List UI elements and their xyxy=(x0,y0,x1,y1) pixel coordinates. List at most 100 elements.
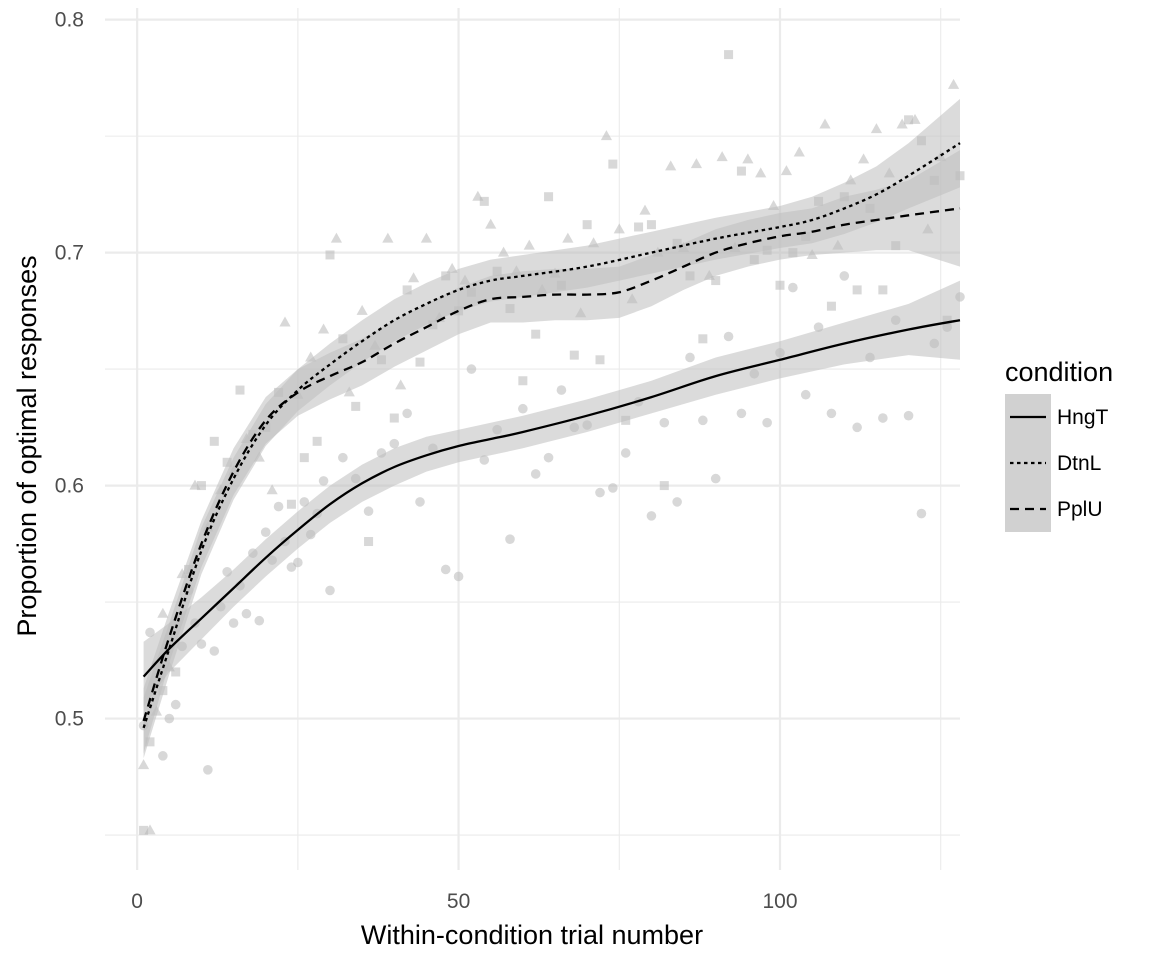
legend-label-DtnL: DtnL xyxy=(1057,452,1101,475)
data-point-DtnL xyxy=(330,232,343,243)
data-point-HngT xyxy=(608,483,618,493)
data-point-DtnL xyxy=(395,379,407,390)
smooth-line-HngT xyxy=(142,319,961,678)
data-point-HngT xyxy=(659,417,670,428)
data-point-PplU xyxy=(904,115,914,125)
data-point-PplU xyxy=(736,166,746,176)
data-point-HngT xyxy=(788,282,798,293)
data-point-PplU xyxy=(325,250,335,260)
data-point-HngT xyxy=(318,476,329,486)
data-point-PplU xyxy=(659,481,669,491)
data-point-DtnL xyxy=(819,118,831,129)
data-point-PplU xyxy=(415,357,425,367)
y-axis-title: Proportion of optimal responses xyxy=(12,255,42,636)
data-point-PplU xyxy=(139,825,149,835)
data-point-HngT xyxy=(620,448,631,458)
data-point-DtnL xyxy=(857,153,870,164)
data-point-PplU xyxy=(826,301,836,311)
data-point-HngT xyxy=(903,410,914,421)
data-point-PplU xyxy=(299,453,309,463)
data-point-PplU xyxy=(364,537,374,547)
data-point-PplU xyxy=(235,385,245,395)
data-point-HngT xyxy=(878,413,888,423)
data-point-DtnL xyxy=(317,323,330,334)
legend: condition HngT DtnL PplU xyxy=(1005,357,1113,532)
data-point-HngT xyxy=(762,417,772,428)
data-point-HngT xyxy=(698,415,708,426)
legend-label-PplU: PplU xyxy=(1057,498,1103,521)
data-point-HngT xyxy=(916,508,927,519)
ribbon-PplU xyxy=(143,150,961,754)
data-point-HngT xyxy=(852,422,862,433)
data-point-HngT xyxy=(389,438,400,449)
data-point-DtnL xyxy=(446,262,458,273)
data-point-HngT xyxy=(723,331,734,342)
data-point-DtnL xyxy=(407,272,420,283)
smooth-line-PplU xyxy=(142,207,961,722)
data-point-DtnL xyxy=(742,153,754,164)
data-point-HngT xyxy=(170,699,181,710)
data-point-HngT xyxy=(556,385,567,395)
data-point-PplU xyxy=(724,50,734,60)
x-tick-label: 0 xyxy=(131,890,143,913)
data-point-PplU xyxy=(196,481,206,491)
data-point-HngT xyxy=(164,713,175,724)
data-point-HngT xyxy=(228,618,239,628)
data-point-DtnL xyxy=(562,232,574,243)
data-point-DtnL xyxy=(947,78,960,89)
data-point-HngT xyxy=(325,585,335,596)
data-point-HngT xyxy=(293,557,303,568)
legend-title: condition xyxy=(1005,357,1113,387)
data-point-HngT xyxy=(440,564,451,575)
x-axis-ticks: 0 50 100 xyxy=(131,890,797,913)
data-point-PplU xyxy=(646,220,656,230)
data-point-DtnL xyxy=(382,232,394,243)
x-axis-title: Within-condition trial number xyxy=(361,920,703,950)
data-point-HngT xyxy=(530,469,541,479)
data-point-PplU xyxy=(171,667,181,677)
data-point-PplU xyxy=(595,355,605,365)
data-point-PplU xyxy=(286,499,296,509)
data-point-HngT xyxy=(254,615,265,626)
data-point-DtnL xyxy=(279,316,291,327)
confidence-ribbons xyxy=(143,98,961,759)
data-point-HngT xyxy=(453,571,464,582)
data-point-HngT xyxy=(145,627,155,638)
data-point-PplU xyxy=(222,457,232,467)
y-tick-label: 0.6 xyxy=(55,475,84,498)
data-point-DtnL xyxy=(639,204,651,215)
data-point-DtnL xyxy=(613,223,625,234)
data-point-DtnL xyxy=(600,130,613,141)
data-point-HngT xyxy=(595,487,605,498)
data-point-PplU xyxy=(544,192,554,202)
data-point-PplU xyxy=(608,159,618,169)
x-tick-label: 100 xyxy=(762,890,797,913)
data-point-DtnL xyxy=(896,118,908,129)
data-point-HngT xyxy=(479,455,490,465)
data-point-HngT xyxy=(260,527,271,537)
data-point-DtnL xyxy=(870,123,883,134)
data-point-PplU xyxy=(775,280,785,290)
data-point-PplU xyxy=(698,334,708,344)
data-point-HngT xyxy=(710,473,721,484)
data-point-HngT xyxy=(158,751,168,761)
y-axis-ticks: 0.5 0.6 0.7 0.8 xyxy=(55,9,84,731)
legend-label-HngT: HngT xyxy=(1057,406,1109,429)
data-point-HngT xyxy=(466,364,477,374)
data-point-PplU xyxy=(878,285,888,295)
data-point-DtnL xyxy=(793,146,805,157)
data-point-HngT xyxy=(338,452,348,463)
data-point-HngT xyxy=(363,506,374,517)
data-point-DtnL xyxy=(343,386,355,397)
data-point-PplU xyxy=(479,196,489,206)
data-point-HngT xyxy=(505,534,515,544)
data-point-PplU xyxy=(852,285,862,295)
data-point-DtnL xyxy=(780,165,793,176)
data-point-HngT xyxy=(839,271,850,281)
data-point-DtnL xyxy=(157,607,169,618)
data-point-DtnL xyxy=(755,167,767,178)
y-tick-label: 0.5 xyxy=(55,708,84,731)
data-point-HngT xyxy=(685,352,695,363)
